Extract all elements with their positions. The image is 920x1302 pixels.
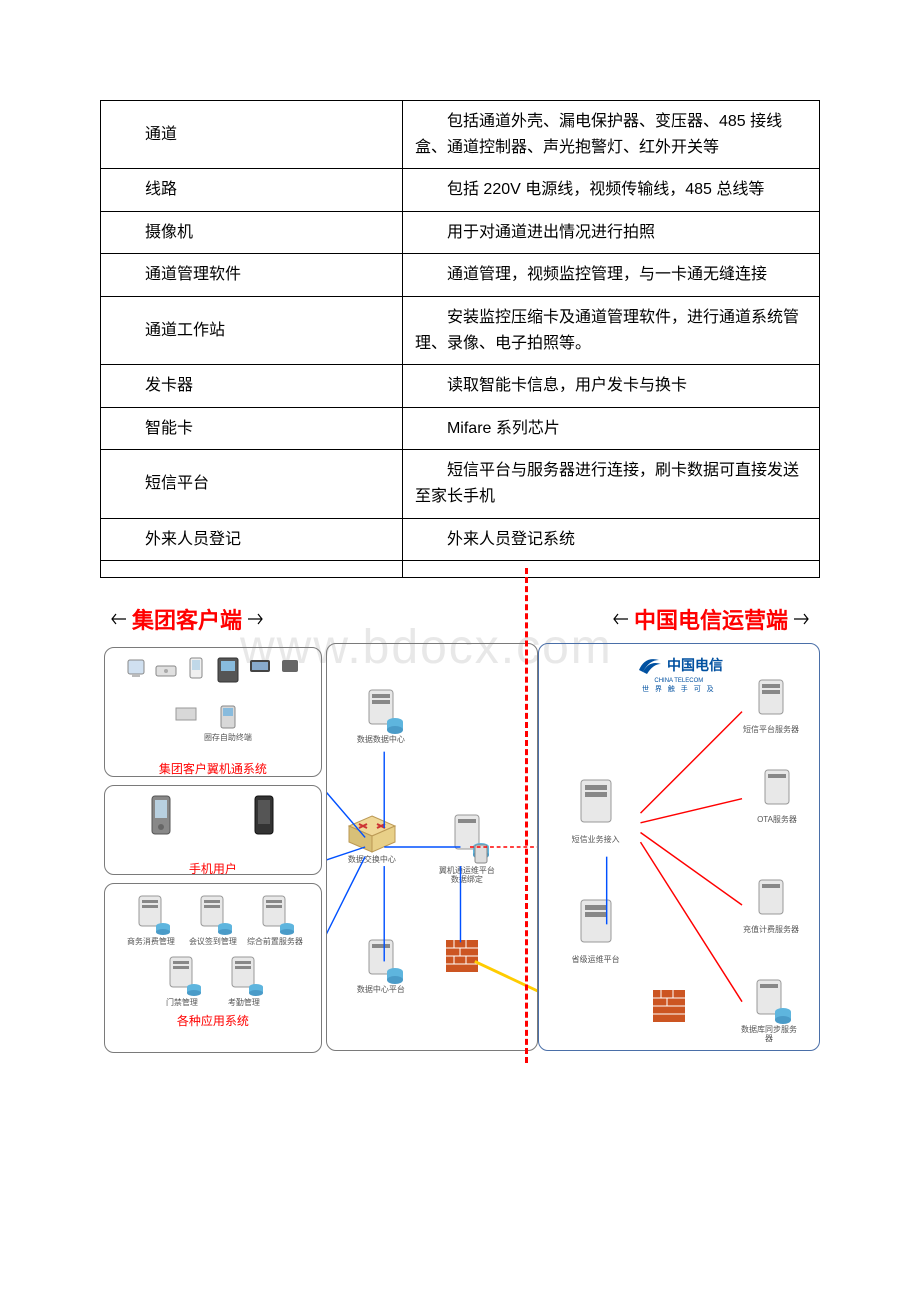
row-desc: 读取智能卡信息，用户发卡与换卡 [402,365,819,408]
switch-icon: 数据交换中心 [347,814,397,865]
row-desc: 用于对通道进出情况进行拍照 [402,211,819,254]
app-server: 考勤管理 [216,953,272,1008]
row-desc: 安装监控压缩卡及通道管理软件，进行通道系统管理、录像、电子拍照等。 [402,296,819,364]
architecture-diagram: 集团客户端 中国电信运营端 [100,603,820,1063]
spec-table: 通道包括通道外壳、漏电保护器、变压器、485 接线盒、通道控制器、声光抱警灯、红… [100,100,820,578]
app-server: 综合前置服务器 [247,892,303,947]
panel-app-systems: 商务消费管理会议签到管理综合前置服务器门禁管理考勤管理 各种应用系统 [104,883,322,1053]
device-icon [174,704,198,756]
row-desc: 短信平台与服务器进行连接，刷卡数据可直接发送至家长手机 [402,450,819,518]
arrow-left-icon [612,612,630,626]
row-name: 发卡器 [101,365,403,408]
table-row: 短信平台短信平台与服务器进行连接，刷卡数据可直接发送至家长手机 [101,450,820,518]
server-sms-access: 短信业务接入 [569,774,623,845]
table-row: 线路包括 220V 电源线，视频传输线，485 总线等 [101,169,820,212]
panel-mobile-users: 手机用户 [104,785,322,875]
row-name: 智能卡 [101,407,403,450]
device-icon [154,656,178,698]
device-icon [214,656,242,698]
table-row: 通道管理软件通道管理，视频监控管理，与一卡通无缝连接 [101,254,820,297]
arrow-right-icon [792,612,810,626]
device-icon [248,656,272,698]
server-sms: 短信平台服务器 [743,674,799,735]
table-row: 智能卡Mifare 系列芯片 [101,407,820,450]
device-icon [278,656,302,698]
row-name: 外来人员登记 [101,518,403,561]
row-name [101,561,403,578]
arrow-right-icon [246,612,264,626]
row-desc: 外来人员登记系统 [402,518,819,561]
right-column: 中国电信 CHINA TELECOM 世 界 触 手 可 及 短信平台服务器 短… [538,643,820,1063]
app-server: 门禁管理 [154,953,210,1008]
table-row: 通道包括通道外壳、漏电保护器、变压器、485 接线盒、通道控制器、声光抱警灯、红… [101,101,820,169]
device-icon [124,656,148,698]
header-right-label: 中国电信运营端 [612,603,810,635]
device-icon [184,656,208,698]
panel-1-title: 集团客户翼机通系统 [113,760,313,777]
row-name: 短信平台 [101,450,403,518]
table-row: 摄像机用于对通道进出情况进行拍照 [101,211,820,254]
phone-icon [148,794,174,856]
divider-line [525,568,528,1063]
firewall-icon [442,934,482,978]
row-desc: 包括通道外壳、漏电保护器、变压器、485 接线盒、通道控制器、声光抱警灯、红外开… [402,101,819,169]
app-server: 会议签到管理 [185,892,241,947]
table-row: 发卡器读取智能卡信息，用户发卡与换卡 [101,365,820,408]
middle-column: 数据数据中心 数据交换中心 翼机通运维平台数据绑定 数据中心平台 [326,643,538,1063]
server-ota: OTA服务器 [755,764,799,825]
diagram-header: 集团客户端 中国电信运营端 [100,603,820,643]
table-row: 通道工作站安装监控压缩卡及通道管理软件，进行通道系统管理、录像、电子拍照等。 [101,296,820,364]
arrow-left-icon [110,612,128,626]
server-db-sync: 数据库同步服务器 [739,974,799,1044]
row-name: 线路 [101,169,403,212]
row-name: 摄像机 [101,211,403,254]
table-row [101,561,820,578]
header-left-label: 集团客户端 [110,603,264,635]
row-desc: Mifare 系列芯片 [402,407,819,450]
row-desc [402,561,819,578]
phone-icon [251,794,277,856]
row-desc: 包括 220V 电源线，视频传输线，485 总线等 [402,169,819,212]
row-desc: 通道管理，视频监控管理，与一卡通无缝连接 [402,254,819,297]
server-data-center-1: 数据数据中心 [357,684,405,745]
panel-3-title: 各种应用系统 [113,1012,313,1029]
device-kiosk: 圈存自助终端 [204,704,252,756]
row-name: 通道工作站 [101,296,403,364]
left-column: 圈存自助终端 集团客户翼机通系统 手机用户 商务消费管理会议签到管理综合前置服务… [100,643,326,1063]
firewall-icon-2 [649,984,689,1028]
app-server: 商务消费管理 [123,892,179,947]
panel-2-title: 手机用户 [113,860,313,877]
server-billing: 充值计费服务器 [743,874,799,935]
row-name: 通道 [101,101,403,169]
panel-client-system: 圈存自助终端 集团客户翼机通系统 [104,647,322,777]
server-data-platform: 数据中心平台 [357,934,405,995]
server-province: 省级运维平台 [569,894,623,965]
table-row: 外来人员登记外来人员登记系统 [101,518,820,561]
server-binding: 翼机通运维平台数据绑定 [437,809,497,885]
row-name: 通道管理软件 [101,254,403,297]
